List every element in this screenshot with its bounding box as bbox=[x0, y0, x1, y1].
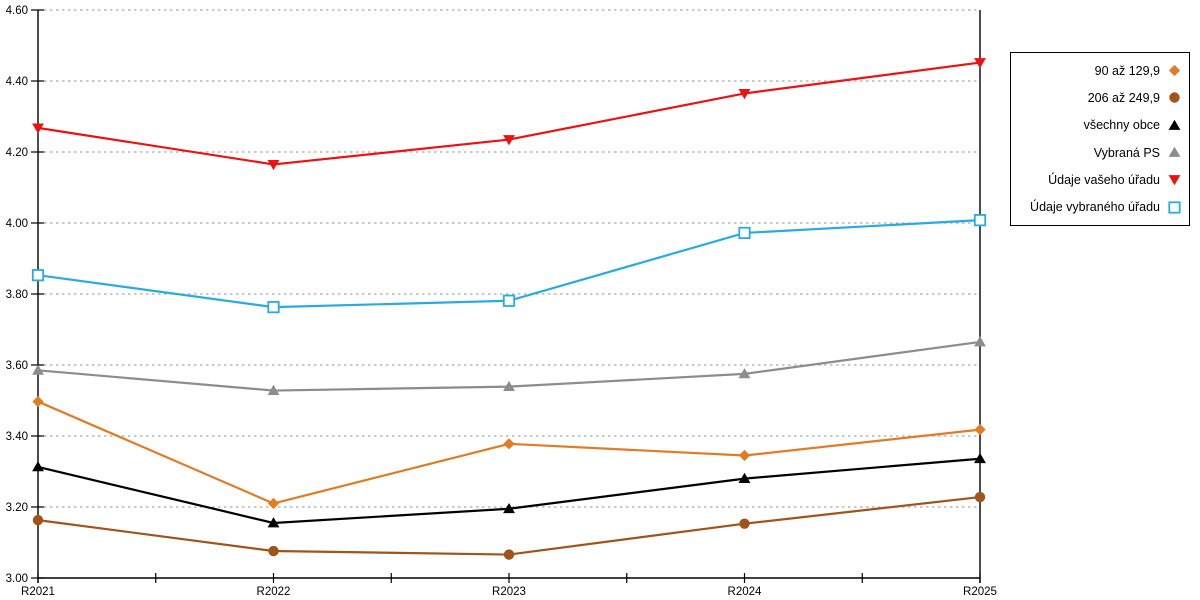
marker-circle-icon bbox=[503, 549, 515, 560]
legend-square-open-glyph-icon bbox=[1168, 201, 1181, 214]
legend-item-v-echny-obce: všechny obce bbox=[1018, 118, 1182, 133]
marker-circle-icon bbox=[974, 491, 986, 503]
marker-square-open-icon bbox=[502, 294, 516, 307]
marker-diamond-icon bbox=[267, 497, 280, 510]
legend-label: Údaje vašeho úřadu bbox=[1048, 172, 1160, 187]
marker-triangle-up-icon bbox=[32, 461, 44, 472]
y-tick-label: 4.60 bbox=[6, 5, 28, 17]
marker-circle-icon bbox=[32, 514, 44, 526]
legend-item-vybran-ps: Vybraná PS bbox=[1018, 145, 1182, 160]
legend-label: Vybraná PS bbox=[1093, 145, 1160, 160]
marker-triangle-up-icon bbox=[32, 364, 44, 375]
marker-diamond-icon bbox=[974, 424, 986, 436]
legend-triangle-down-icon bbox=[1168, 175, 1181, 186]
marker-triangle-down-icon bbox=[267, 160, 280, 171]
marker-triangle-up-icon bbox=[974, 336, 986, 347]
legend-label: všechny obce bbox=[1083, 118, 1160, 133]
legend-item-206-a-249-9: 206 až 249,9 bbox=[1018, 90, 1182, 105]
x-tick-label: R2023 bbox=[492, 586, 526, 598]
y-tick-label: 3.40 bbox=[6, 431, 28, 443]
y-tick-label: 3.60 bbox=[6, 360, 28, 372]
marker-circle-icon bbox=[739, 518, 750, 529]
marker-diamond-icon bbox=[503, 438, 515, 450]
legend-label: 90 až 129,9 bbox=[1094, 63, 1160, 78]
marker-triangle-up-icon bbox=[974, 452, 986, 464]
legend-square-open-icon bbox=[1168, 201, 1181, 214]
marker-square-open-icon bbox=[267, 301, 280, 314]
legend-label: Údaje vybraného úřadu bbox=[1030, 200, 1160, 215]
x-tick-label: R2021 bbox=[21, 586, 55, 598]
legend-item-daje-vybran-ho-adu: Údaje vybraného úřadu bbox=[1018, 200, 1182, 215]
marker-triangle-up-icon bbox=[738, 368, 751, 379]
series-line-daje-vybran-ho-adu bbox=[37, 219, 981, 309]
series-206-a-249-9 bbox=[32, 491, 986, 560]
marker-triangle-up-icon bbox=[738, 472, 751, 483]
series-line-daje-va-eho-adu bbox=[37, 61, 981, 166]
marker-diamond-icon bbox=[738, 449, 751, 462]
y-tick-label: 4.20 bbox=[6, 147, 28, 159]
marker-circle-icon bbox=[268, 545, 279, 557]
marker-triangle-up-icon bbox=[267, 517, 280, 528]
marker-triangle-down-icon bbox=[738, 89, 751, 100]
x-tick-label: R2025 bbox=[963, 586, 997, 598]
marker-triangle-up-icon bbox=[503, 502, 515, 514]
legend-diamond-icon bbox=[1168, 65, 1181, 77]
legend-circle-icon bbox=[1169, 92, 1180, 104]
series-vybran-ps bbox=[32, 336, 986, 395]
series-line-90-a-129-9 bbox=[37, 400, 981, 505]
legend-diamond-glyph-icon bbox=[1168, 65, 1181, 77]
y-tick-label: 4.00 bbox=[6, 218, 28, 230]
series-v-echny-obce bbox=[32, 452, 986, 528]
x-tick-label: R2024 bbox=[728, 586, 762, 598]
series-daje-vybran-ho-adu bbox=[31, 214, 987, 314]
legend-triangle-up-glyph-icon bbox=[1168, 119, 1181, 130]
legend-triangle-up-icon bbox=[1168, 146, 1181, 158]
x-tick-label: R2022 bbox=[257, 586, 291, 598]
legend-triangle-down-glyph-icon bbox=[1168, 175, 1181, 186]
marker-diamond-icon bbox=[32, 395, 44, 408]
legend-item-90-a-129-9: 90 až 129,9 bbox=[1018, 63, 1182, 78]
y-tick-label: 3.80 bbox=[6, 289, 28, 301]
legend-item-daje-va-eho-adu: Údaje vašeho úřadu bbox=[1018, 172, 1182, 187]
marker-triangle-down-icon bbox=[503, 135, 515, 146]
y-tick-label: 4.40 bbox=[6, 76, 28, 88]
legend-triangle-up-glyph-icon bbox=[1168, 146, 1181, 158]
series-90-a-129-9 bbox=[32, 395, 986, 510]
marker-triangle-up-icon bbox=[503, 380, 515, 392]
marker-square-open-icon bbox=[31, 269, 45, 282]
y-tick-label: 3.00 bbox=[6, 573, 28, 585]
legend-circle-glyph-icon bbox=[1169, 92, 1180, 104]
marker-square-open-icon bbox=[738, 226, 751, 240]
series-daje-va-eho-adu bbox=[32, 58, 986, 171]
legend-label: 206 až 249,9 bbox=[1087, 90, 1160, 105]
y-tick-label: 3.20 bbox=[6, 502, 28, 514]
marker-triangle-down-icon bbox=[974, 58, 986, 69]
legend-box: 90 až 129,9 206 až 249,9 všechny obce Vybra… bbox=[1010, 52, 1190, 226]
marker-triangle-up-icon bbox=[267, 384, 280, 395]
marker-triangle-down-icon bbox=[32, 123, 44, 134]
marker-square-open-icon bbox=[973, 214, 987, 227]
legend-triangle-up-icon bbox=[1168, 119, 1181, 130]
